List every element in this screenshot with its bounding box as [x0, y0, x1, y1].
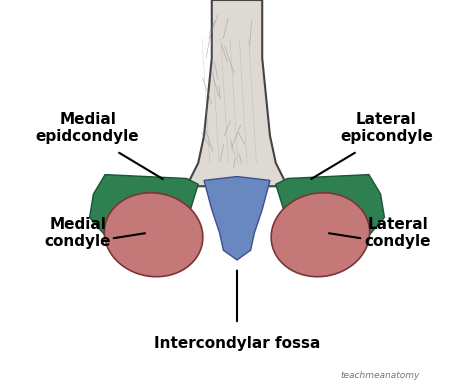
Text: teachmeanatomy: teachmeanatomy — [340, 371, 419, 380]
Ellipse shape — [104, 193, 203, 277]
Text: Medial
epidcondyle: Medial epidcondyle — [36, 112, 139, 144]
Text: Lateral
epicondyle: Lateral epicondyle — [340, 112, 433, 144]
Ellipse shape — [271, 193, 370, 277]
Text: Medial
condyle: Medial condyle — [45, 217, 111, 249]
Polygon shape — [276, 175, 384, 244]
Text: Lateral
condyle: Lateral condyle — [365, 217, 431, 249]
Polygon shape — [204, 177, 270, 260]
Polygon shape — [187, 0, 287, 186]
Polygon shape — [90, 175, 198, 244]
Text: Intercondylar fossa: Intercondylar fossa — [154, 336, 320, 351]
